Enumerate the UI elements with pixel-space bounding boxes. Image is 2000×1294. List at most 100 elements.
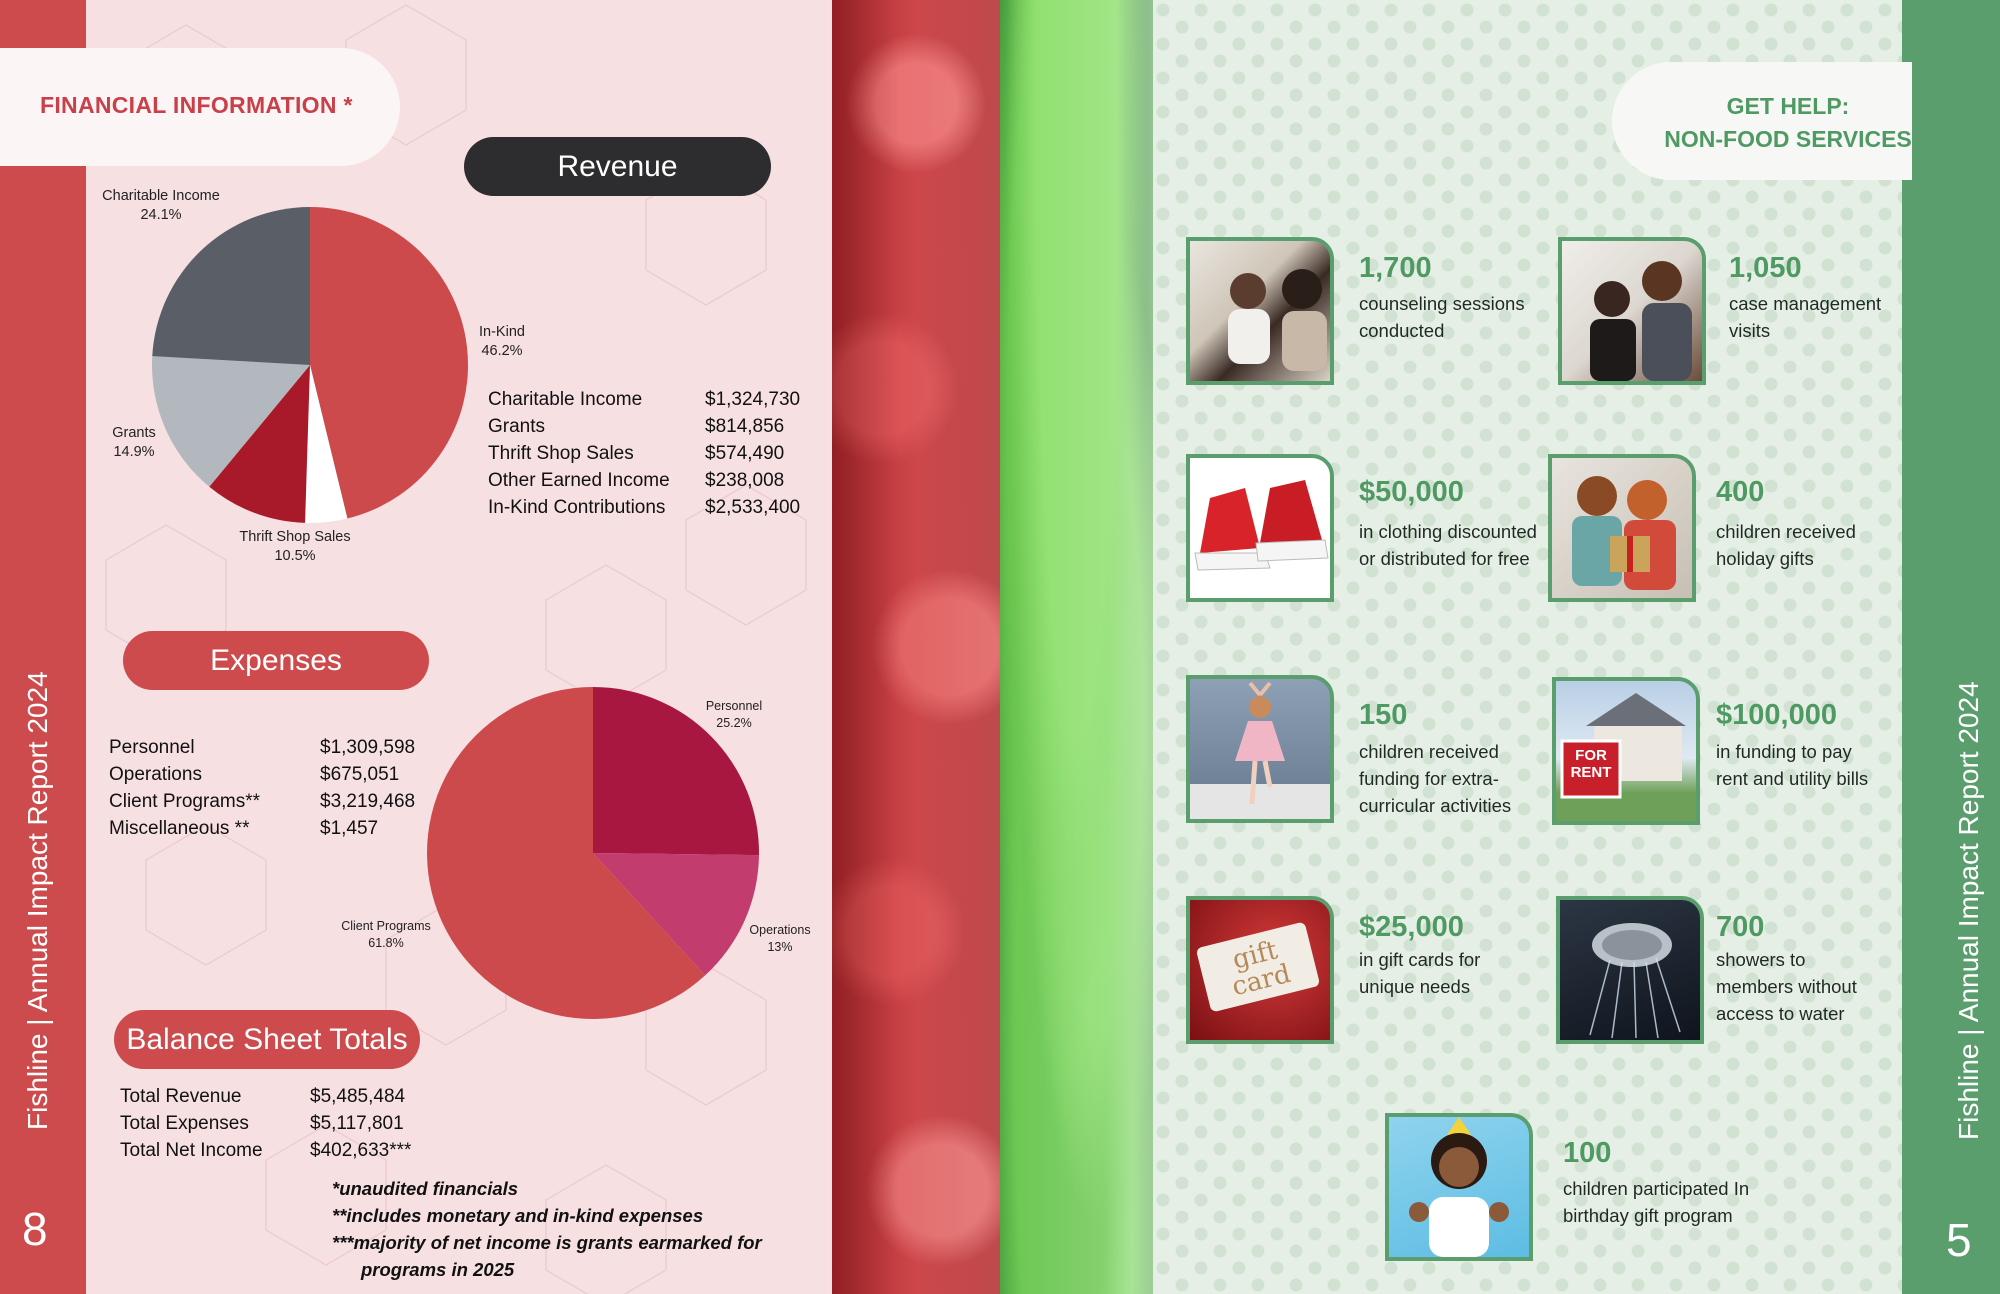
sneakers-icon (1194, 480, 1329, 571)
revenue-row-value: $814,856 (705, 416, 785, 437)
pie-slice-operations (593, 853, 759, 976)
pie-slice-charitable-income (152, 207, 310, 365)
sneakers-photo (1186, 454, 1334, 602)
expenses-row-label: Operations (109, 764, 202, 785)
get-help-title-line1: GET HELP: (1726, 93, 1850, 119)
left-side-band (0, 0, 86, 1294)
expenses-row-value: $1,457 (320, 818, 379, 839)
cherries-photo-overlay (832, 0, 1000, 1294)
revenue-title: Revenue (464, 137, 771, 196)
expenses-label-personnel: Personnel 25.2% (705, 699, 763, 730)
stat-number: $50,000 (1359, 476, 1464, 508)
shower-icon (1589, 923, 1681, 1039)
pie-slice-grants (152, 356, 310, 487)
footnote: programs in 2025 (361, 1259, 515, 1280)
expenses-title: Expenses (123, 631, 429, 690)
get-help-banner (1612, 62, 1912, 180)
expenses-row-label: Personnel (109, 737, 195, 758)
revenue-label-charitable: Charitable Income 24.1% (102, 188, 220, 223)
gift-card-text: gift card (1195, 921, 1321, 1013)
financial-info-title: FINANCIAL INFORMATION * (40, 92, 353, 118)
expenses-row-value: $1,309,598 (320, 737, 416, 758)
pie-slice-thrift-shop-sales (209, 365, 310, 523)
expenses-row-value: $3,219,468 (320, 791, 416, 812)
revenue-pie-chart (152, 207, 469, 523)
stat-number: $25,000 (1359, 911, 1464, 943)
stat-description: case management visits (1729, 293, 1882, 341)
stat-description: counseling sessions conducted (1359, 293, 1525, 341)
footnote: ***majority of net income is grants earm… (332, 1232, 762, 1253)
holiday-gift-photo (1548, 454, 1696, 602)
ballet-icon (1235, 681, 1285, 805)
expenses-table: Personnel $1,309,598 Operations $675,051… (109, 734, 439, 846)
shower-photo (1556, 896, 1704, 1044)
birthday-icon (1409, 1117, 1509, 1257)
stat-description: children received holiday gifts (1716, 521, 1856, 569)
right-page (1153, 0, 2000, 1294)
revenue-row-label: Grants (488, 416, 546, 437)
green-peppers-photo-overlay (1000, 0, 1153, 1294)
footnote: **includes monetary and in-kind expenses (332, 1205, 704, 1226)
revenue-row-value: $2,533,400 (705, 497, 801, 518)
stat-description: in funding to pay rent and utility bills (1716, 741, 1869, 789)
pie-slice-other-earned-income (305, 365, 348, 523)
stat-number: 100 (1563, 1137, 1612, 1169)
expenses-row-value: $675,051 (320, 764, 400, 785)
get-help-title-line2: NON-FOOD SERVICES (1664, 126, 1912, 152)
expenses-label-client-programs: Client Programs 61.8% (341, 919, 431, 950)
case-management-icon (1590, 261, 1692, 381)
case-management-photo (1558, 237, 1706, 385)
revenue-row-label: Thrift Shop Sales (488, 443, 634, 464)
stat-number: 700 (1716, 911, 1765, 943)
for-rent-icon (1560, 693, 1686, 799)
counseling-photo (1186, 237, 1334, 385)
counseling-icon (1228, 269, 1327, 371)
balance-row-value: $5,485,484 (310, 1086, 406, 1107)
revenue-label-inkind: In-Kind 46.2% (479, 324, 525, 359)
stat-description: in clothing discounted or distributed fo… (1359, 521, 1537, 569)
expenses-row-label: Client Programs** (109, 791, 260, 812)
balance-sheet-title: Balance Sheet Totals (114, 1010, 420, 1069)
pie-slice-in-kind (310, 207, 469, 519)
stat-description: children participated In birthday gift p… (1563, 1178, 1750, 1226)
balance-row-label: Total Expenses (120, 1113, 249, 1134)
for-rent-sign-text: FOR RENT (1570, 747, 1612, 781)
footnote: *unaudited financials (332, 1178, 519, 1199)
for-rent-photo: FOR RENT (1552, 677, 1700, 825)
revenue-row-value: $238,008 (705, 470, 785, 491)
financial-info-banner (0, 48, 400, 166)
expenses-label-operations: Operations 13% (749, 923, 811, 954)
right-side-band (1902, 0, 2000, 1294)
revenue-label-grants: Grants 14.9% (112, 425, 156, 460)
right-page-number: 5 (1946, 1214, 1972, 1266)
expenses-pie-chart (426, 687, 759, 1019)
stat-number: 150 (1359, 699, 1408, 731)
birthday-photo (1385, 1113, 1533, 1261)
pie-slice-client-programs (426, 687, 706, 1019)
holiday-gift-icon (1572, 476, 1676, 590)
revenue-table: Charitable Income $1,324,730 Grants $814… (488, 386, 818, 526)
gift-card-photo: gift card (1186, 896, 1334, 1044)
balance-table: Total Revenue $5,485,484 Total Expenses … (120, 1083, 450, 1167)
balance-row-label: Total Revenue (120, 1086, 242, 1107)
revenue-label-thrift: Thrift Shop Sales 10.5% (239, 529, 351, 564)
revenue-row-label: Charitable Income (488, 389, 643, 410)
right-side-label: Fishline | Annual Impact Report 2024 (1953, 681, 1984, 1140)
stat-number: 1,700 (1359, 252, 1432, 284)
cherries-photo (832, 0, 1000, 1294)
expenses-row-label: Miscellaneous ** (109, 818, 250, 839)
left-side-label: Fishline | Annual Impact Report 2024 (22, 671, 53, 1130)
get-help-title: GET HELP: NON-FOOD SERVICES (1640, 90, 1936, 156)
stat-description: showers to members without access to wat… (1716, 949, 1857, 1024)
revenue-row-label: In-Kind Contributions (488, 497, 666, 518)
stat-number: 1,050 (1729, 252, 1802, 284)
dot-pattern (1153, 0, 1902, 1294)
ballet-photo (1186, 675, 1334, 823)
revenue-row-label: Other Earned Income (488, 470, 670, 491)
stat-number: 400 (1716, 476, 1765, 508)
stat-description: in gift cards for unique needs (1359, 949, 1481, 997)
pie-slice-personnel (593, 687, 759, 856)
revenue-row-value: $574,490 (705, 443, 785, 464)
balance-row-value: $402,633*** (310, 1140, 412, 1161)
balance-row-value: $5,117,801 (310, 1113, 404, 1134)
